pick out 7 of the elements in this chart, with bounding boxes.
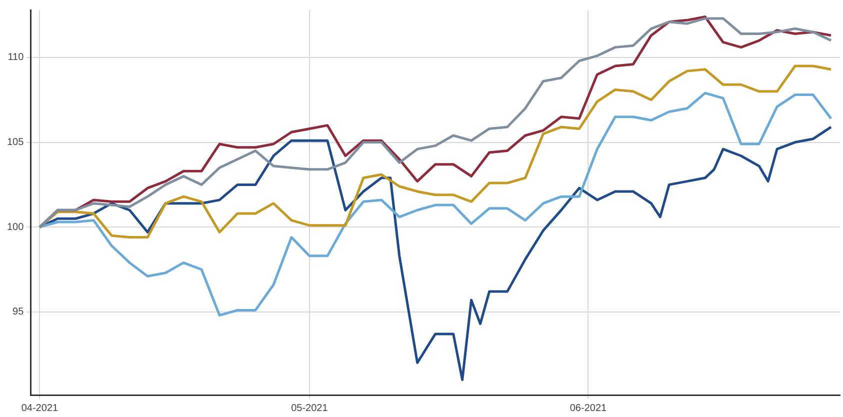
x-tick-label: 05-2021: [291, 402, 328, 414]
x-tick-label: 06-2021: [570, 402, 607, 414]
x-tick-label: 04-2021: [21, 402, 58, 414]
y-tick-label: 95: [12, 306, 24, 318]
y-tick-label: 110: [8, 52, 24, 64]
y-tick-label: 100: [6, 222, 24, 233]
y-tick-label: 105: [6, 137, 24, 148]
